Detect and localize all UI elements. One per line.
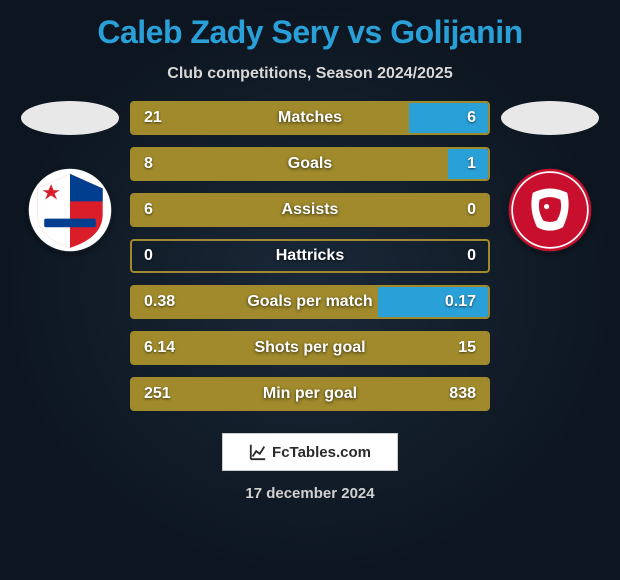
right-player-shadow — [501, 101, 599, 135]
footer-label: FcTables.com — [272, 444, 371, 461]
stat-label: Min per goal — [132, 385, 488, 403]
left-player-column — [10, 101, 130, 253]
fctables-logo: FcTables.com — [222, 433, 398, 471]
page-title: Caleb Zady Sery vs Golijanin — [97, 14, 522, 51]
chart-icon — [249, 443, 267, 461]
comparison-panel: Matches216 Goals81 Assists60 Hattricks00 Goa… — [0, 101, 620, 411]
right-team-crest — [507, 167, 593, 253]
left-player-shadow — [21, 101, 119, 135]
left-team-crest — [27, 167, 113, 253]
stat-row: Assists60 — [130, 193, 490, 227]
stat-bars: Matches216 Goals81 Assists60 Hattricks00 Goa… — [130, 101, 490, 411]
right-player-column — [490, 101, 610, 253]
stat-label: Shots per goal — [132, 339, 488, 357]
stat-label: Goals per match — [132, 293, 488, 311]
stat-row: Goals per match0.380.17 — [130, 285, 490, 319]
stat-label: Goals — [132, 155, 488, 173]
stat-row: Goals81 — [130, 147, 490, 181]
stat-row: Matches216 — [130, 101, 490, 135]
stat-row: Shots per goal6.1415 — [130, 331, 490, 365]
stat-label: Assists — [132, 201, 488, 219]
subtitle: Club competitions, Season 2024/2025 — [167, 65, 452, 83]
stat-row: Hattricks00 — [130, 239, 490, 273]
stat-label: Matches — [132, 109, 488, 127]
date-label: 17 december 2024 — [245, 485, 374, 502]
stat-row: Min per goal251838 — [130, 377, 490, 411]
stat-label: Hattricks — [132, 247, 488, 265]
